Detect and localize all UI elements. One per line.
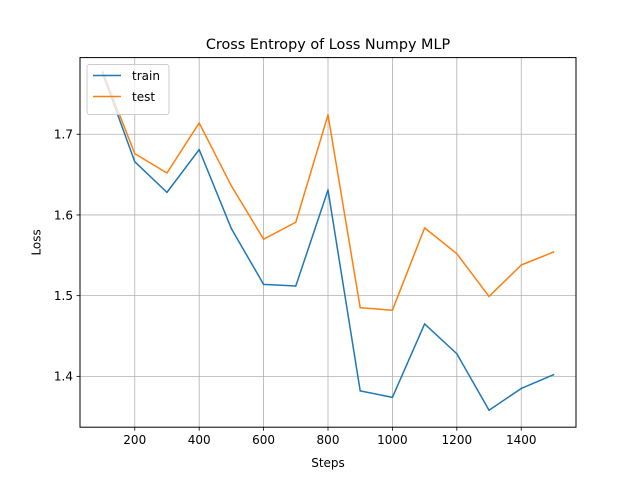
data-point-train — [134, 160, 136, 163]
y-axis-label: Loss — [30, 229, 44, 255]
data-point-test — [520, 264, 522, 266]
data-point-test — [391, 309, 394, 311]
legend-label-train: train — [132, 69, 160, 83]
y-tick-label: 1.5 — [54, 289, 73, 303]
data-point-test — [198, 122, 200, 124]
data-point-train — [262, 283, 265, 286]
data-point-train — [327, 189, 329, 191]
data-point-test — [295, 221, 297, 223]
data-point-test — [262, 238, 265, 240]
data-point-train — [456, 353, 458, 355]
data-point-train — [359, 390, 361, 392]
data-point-test — [166, 172, 168, 174]
y-tick-label: 1.6 — [54, 208, 73, 222]
axis-ticks: 200 400 600 800 1000 1200 1400 1.4 1.5 1.6 1.7 — [54, 128, 537, 448]
data-point-train — [423, 323, 426, 325]
data-point-test — [327, 114, 329, 116]
data-point-test — [230, 185, 233, 187]
legend-box — [86, 64, 170, 115]
x-tick-label: 200 — [123, 433, 146, 447]
data-point-train — [166, 191, 168, 194]
data-point-test — [456, 252, 458, 255]
data-point-train — [391, 396, 394, 399]
data-point-train — [488, 409, 490, 412]
data-point-train — [230, 227, 233, 230]
x-tick-label: 1400 — [506, 433, 537, 447]
x-tick-label: 800 — [317, 433, 340, 447]
data-point-test — [134, 152, 136, 155]
y-tick-label: 1.4 — [54, 370, 73, 384]
data-point-test — [488, 295, 490, 298]
y-tick-label: 1.7 — [54, 128, 73, 142]
x-tick-label: 400 — [188, 433, 211, 447]
x-axis-label: Steps — [311, 456, 345, 470]
data-point-train — [520, 387, 522, 390]
data-point-train — [552, 373, 555, 376]
grid-lines — [80, 57, 576, 428]
legend: train test — [86, 64, 170, 115]
x-tick-label: 600 — [252, 433, 275, 447]
x-tick-label: 1200 — [442, 433, 473, 447]
data-point-train — [198, 148, 200, 151]
data-point-train — [295, 285, 297, 287]
chart-title: Cross Entropy of Loss Numpy MLP — [206, 37, 451, 53]
data-point-test — [552, 251, 555, 253]
x-tick-label: 1000 — [377, 433, 408, 447]
data-point-test — [359, 307, 361, 309]
data-point-test — [423, 227, 426, 229]
legend-label-test: test — [132, 90, 155, 104]
